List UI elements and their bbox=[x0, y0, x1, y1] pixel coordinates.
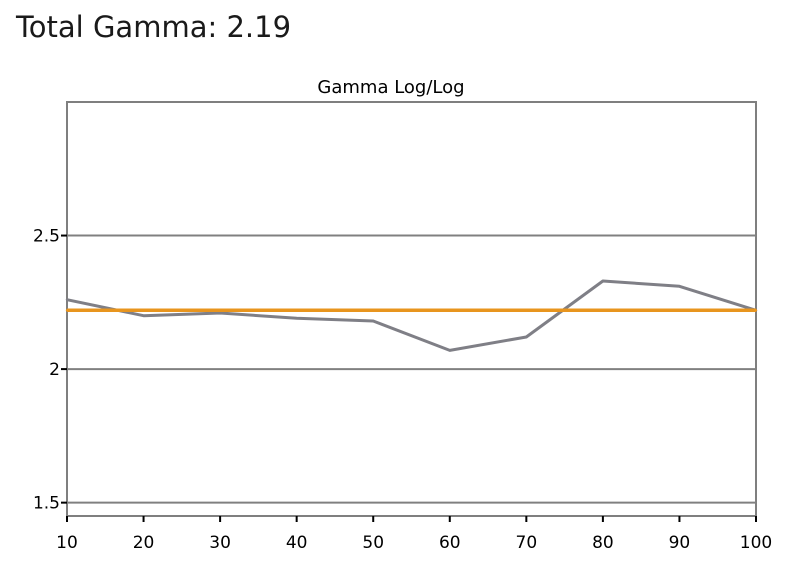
x-axis: 10 20 30 40 50 60 70 80 90 100 bbox=[56, 516, 772, 553]
measured-point-70 bbox=[525, 335, 528, 339]
measured-point-90 bbox=[678, 285, 681, 288]
x-tick-label: 10 bbox=[56, 533, 78, 553]
total-gamma-heading: Total Gamma: 2.19 bbox=[16, 10, 292, 44]
y-tick-label: 2 bbox=[49, 360, 60, 380]
x-tick-label: 40 bbox=[286, 533, 308, 553]
measured-point-50 bbox=[372, 319, 375, 323]
x-tick-label: 60 bbox=[439, 533, 461, 553]
series-group bbox=[65, 279, 758, 352]
measured-point-40 bbox=[295, 317, 298, 320]
measured-point-60 bbox=[448, 349, 451, 352]
x-tick-label: 80 bbox=[592, 533, 614, 553]
target-point-80 bbox=[601, 309, 605, 312]
measured-point-20 bbox=[142, 314, 145, 317]
target-point-90 bbox=[678, 309, 681, 312]
grid-lines bbox=[67, 234, 756, 504]
target-point-20 bbox=[142, 309, 145, 312]
x-tick-label: 90 bbox=[669, 533, 691, 553]
chart-title: Gamma Log/Log bbox=[317, 77, 464, 98]
x-tick-label: 100 bbox=[740, 533, 772, 553]
measured-gamma-line bbox=[66, 279, 757, 352]
target-point-60 bbox=[448, 309, 451, 312]
x-tick-label: 70 bbox=[516, 533, 538, 553]
target-point-50 bbox=[372, 309, 375, 312]
x-tick-label: 20 bbox=[133, 533, 155, 553]
y-tick-label: 1.5 bbox=[33, 494, 60, 514]
measured-point-10 bbox=[65, 298, 69, 301]
measured-point-80 bbox=[601, 279, 605, 283]
target-point-30 bbox=[218, 309, 222, 312]
y-axis: 2.5 2 1.5 bbox=[33, 227, 67, 514]
measured-point-30 bbox=[218, 311, 222, 315]
target-point-40 bbox=[295, 309, 298, 312]
target-point-70 bbox=[525, 309, 528, 312]
x-tick-label: 30 bbox=[209, 533, 231, 553]
y-tick-label: 2.5 bbox=[33, 227, 60, 247]
target-point-10 bbox=[65, 309, 69, 312]
x-tick-label: 50 bbox=[362, 533, 384, 553]
target-point-100 bbox=[754, 309, 758, 312]
